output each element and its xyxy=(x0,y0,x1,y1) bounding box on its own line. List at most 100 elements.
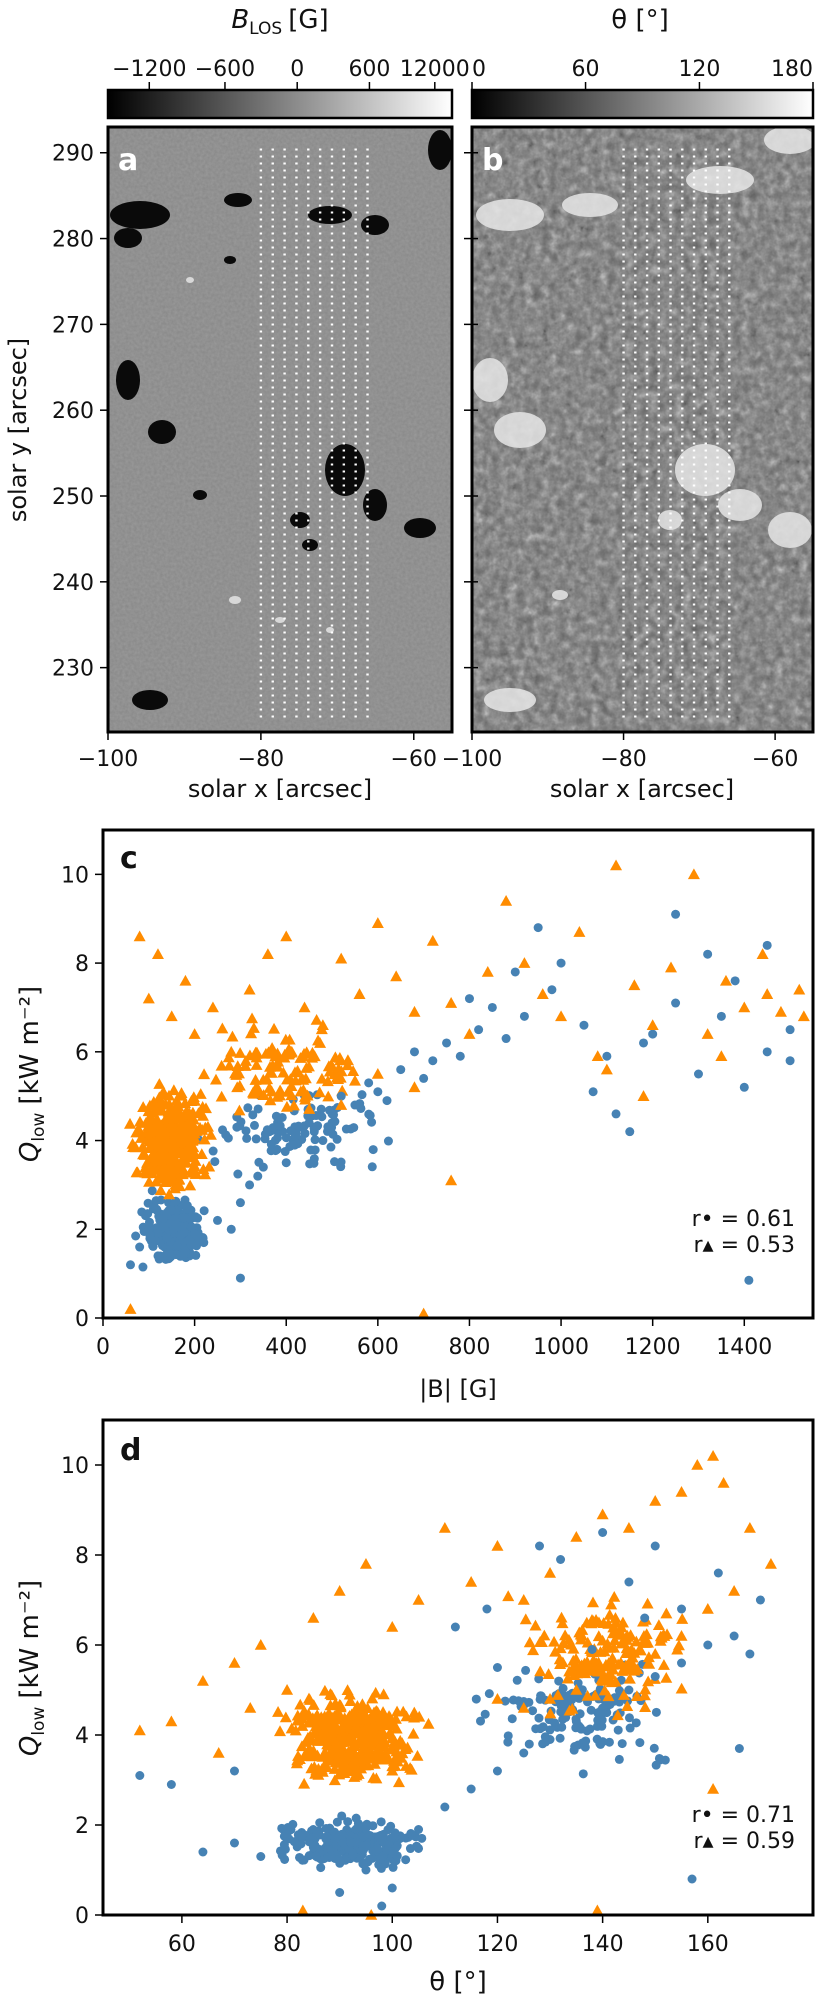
panel-d-circle-point xyxy=(282,1829,292,1839)
map-a-ytick-label: 290 xyxy=(52,142,94,167)
panel-d-cluster-triangle xyxy=(606,1627,619,1639)
panel-c-cluster-circle xyxy=(273,1133,283,1143)
panel-d-cluster-triangle xyxy=(620,1634,633,1645)
panel-c-triangle-point xyxy=(445,1174,458,1186)
panel-c-cluster-triangle xyxy=(268,1022,281,1034)
panel-c-cluster-triangle xyxy=(163,1098,176,1109)
panel-c-cluster-triangle xyxy=(176,1168,189,1180)
panel-c-ytick-label: 4 xyxy=(75,1130,89,1155)
panel-c-triangle-point xyxy=(536,988,549,999)
panel-c-cluster-triangle xyxy=(274,1084,287,1096)
panel-d-cluster-circle xyxy=(373,1844,383,1854)
panel-d-cluster-circle xyxy=(559,1699,569,1709)
panel-c-cluster-triangle xyxy=(277,1066,290,1078)
panel-d-cluster-circle xyxy=(337,1829,347,1839)
map-a-ytick-label: 230 xyxy=(52,657,94,682)
panel-c-cluster-triangle xyxy=(173,1173,186,1185)
panel-c-cluster-triangle xyxy=(131,1166,144,1178)
panel-d-cluster-triangle xyxy=(590,1663,603,1675)
map-b-xlabel: solar x [arcsec] xyxy=(550,775,734,803)
panel-c-cluster-triangle xyxy=(262,1046,275,1058)
panel-c-triangle-point xyxy=(573,926,586,937)
panel-d-cluster-circle xyxy=(534,1674,544,1684)
panel-c-cluster-triangle xyxy=(155,1103,168,1114)
panel-d-xtick-label: 100 xyxy=(371,1932,413,1957)
map-a-positive-patches xyxy=(186,277,334,633)
panel-d-cluster-circle xyxy=(503,1731,513,1741)
panel-d-circle-point xyxy=(624,1685,634,1695)
panel-c-triangle-point xyxy=(665,961,677,973)
panel-d-cluster-circle xyxy=(597,1715,607,1725)
panel-d-cluster-triangle xyxy=(370,1772,383,1784)
panel-d-ytick-label: 8 xyxy=(75,1544,89,1569)
panel-d-triangle-point xyxy=(544,1567,557,1578)
panel-d-cluster-circle xyxy=(378,1836,388,1846)
panel-d-cluster-circle xyxy=(625,1723,635,1733)
panel-d-cluster-triangle xyxy=(411,1749,424,1761)
panel-c-cluster-triangle xyxy=(285,1089,298,1101)
panel-d-cluster-triangle xyxy=(639,1683,652,1695)
panel-d-cluster-circle xyxy=(586,1705,596,1715)
panel-c-cluster-circle xyxy=(336,1157,346,1167)
panel-c-cluster-triangle xyxy=(136,1140,149,1152)
panel-d-cluster-triangle xyxy=(660,1607,673,1619)
panel-d-circle-point xyxy=(361,1865,371,1875)
panel-c-cluster-triangle xyxy=(265,1085,278,1097)
panel-d-triangle-point xyxy=(743,1522,756,1533)
panel-c-circle-point xyxy=(304,1118,314,1128)
panel-d-circle-point xyxy=(414,1825,424,1834)
panel-c-circle-point xyxy=(419,1073,429,1083)
panel-d-cluster-triangle xyxy=(360,1734,373,1746)
panel-d-cluster-triangle xyxy=(529,1619,542,1631)
panel-d-cluster-circle xyxy=(376,1817,386,1827)
panel-d-cluster-triangle xyxy=(608,1591,621,1602)
panel-c-cluster-circle xyxy=(310,1135,320,1145)
panel-c-triangle-point xyxy=(774,1005,787,1017)
panel-d-triangle-point xyxy=(438,1522,451,1533)
map-a-frame xyxy=(106,125,454,734)
panel-c-cluster-circle xyxy=(218,1125,228,1135)
panel-c-triangle-point xyxy=(206,1001,219,1013)
panel-d-cluster-circle xyxy=(348,1850,358,1860)
panel-c-cluster-triangle xyxy=(215,1059,228,1071)
panel-d-circle-point xyxy=(598,1703,608,1713)
panel-d-triangle-point xyxy=(649,1495,662,1506)
panel-c-triangle-point xyxy=(600,1063,613,1075)
panel-d-cluster-circle xyxy=(613,1725,623,1735)
panel-d-cluster-triangle xyxy=(390,1749,403,1761)
panel-c-cluster-circle xyxy=(305,1159,315,1169)
panel-c-cluster-triangle xyxy=(175,1087,188,1098)
panel-d-cluster-triangle xyxy=(589,1689,602,1701)
panel-d-cluster-circle xyxy=(507,1714,517,1724)
panel-d-circle-point xyxy=(519,1748,529,1758)
panel-c-triangle-point xyxy=(353,988,366,999)
panel-d-points xyxy=(133,1450,777,1920)
panel-d-triangle-point xyxy=(622,1522,635,1533)
panel-c-cluster-triangle xyxy=(209,1073,222,1085)
panel-d-cluster-triangle xyxy=(642,1651,655,1663)
panel-d-cluster-triangle xyxy=(675,1682,688,1694)
panel-d-cluster-triangle xyxy=(391,1705,404,1717)
colorbar-a-gradient xyxy=(106,88,454,120)
panel-d-cluster-triangle xyxy=(381,1749,394,1761)
panel-c-circle-point xyxy=(180,1246,190,1256)
panel-c-triangle-point xyxy=(797,1010,810,1022)
map-a: a 290 280 270 260 250 240 230 −100 −80 −60 solar… xyxy=(52,125,454,803)
panel-c-cluster-triangle xyxy=(168,1139,181,1151)
panel-c-cluster-circle xyxy=(271,1111,281,1121)
panel-d-triangle-point xyxy=(465,1576,478,1587)
panel-c-circle-point xyxy=(373,1087,383,1097)
panel-d-cluster-triangle xyxy=(638,1689,651,1701)
panel-d-cluster-triangle xyxy=(386,1732,399,1744)
panel-c-cluster-triangle xyxy=(124,1117,137,1129)
panel-c-cluster-triangle xyxy=(233,1104,246,1116)
panel-c-circle-point xyxy=(501,1034,511,1044)
panel-d-cluster-triangle xyxy=(594,1646,607,1657)
panel-c-ytick-label: 8 xyxy=(75,952,89,977)
panel-c-cluster-triangle xyxy=(313,1086,326,1098)
panel-c-cluster-triangle xyxy=(287,1099,300,1111)
panel-c-cluster-triangle xyxy=(198,1068,211,1080)
panel-d-cluster-triangle xyxy=(366,1692,379,1704)
panel-d-circle-point xyxy=(650,1541,660,1551)
panel-c-circle-point xyxy=(235,1198,245,1208)
